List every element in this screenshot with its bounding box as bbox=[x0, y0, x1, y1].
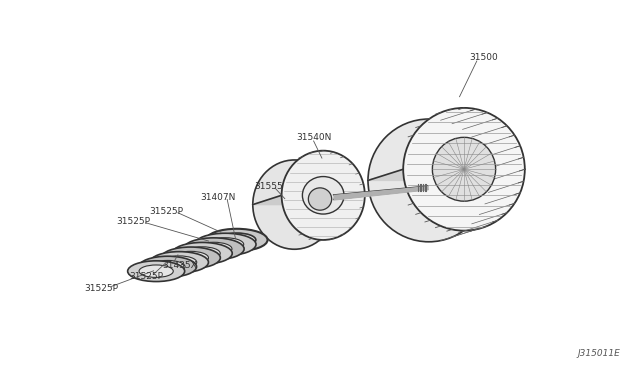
Ellipse shape bbox=[207, 238, 244, 251]
Ellipse shape bbox=[253, 160, 336, 249]
Text: 31525P: 31525P bbox=[129, 272, 163, 280]
Ellipse shape bbox=[139, 256, 196, 277]
Ellipse shape bbox=[282, 151, 365, 240]
Polygon shape bbox=[253, 195, 365, 205]
Text: J315011E: J315011E bbox=[578, 349, 621, 358]
Text: 31525P: 31525P bbox=[149, 207, 184, 216]
Text: 31525P: 31525P bbox=[116, 217, 150, 226]
Text: 31540N: 31540N bbox=[296, 133, 332, 142]
Ellipse shape bbox=[196, 242, 232, 256]
Ellipse shape bbox=[206, 229, 268, 251]
Ellipse shape bbox=[184, 238, 244, 260]
Ellipse shape bbox=[139, 265, 173, 278]
Ellipse shape bbox=[173, 251, 209, 264]
Ellipse shape bbox=[308, 188, 332, 210]
Ellipse shape bbox=[403, 108, 525, 231]
Ellipse shape bbox=[368, 119, 490, 242]
Ellipse shape bbox=[172, 243, 232, 264]
Ellipse shape bbox=[433, 137, 495, 201]
Ellipse shape bbox=[162, 256, 196, 269]
Ellipse shape bbox=[161, 247, 220, 269]
Text: 31525P: 31525P bbox=[84, 284, 118, 293]
Text: 31435X: 31435X bbox=[162, 262, 196, 270]
Text: 31407N: 31407N bbox=[200, 193, 236, 202]
Ellipse shape bbox=[302, 177, 344, 214]
Ellipse shape bbox=[150, 251, 209, 273]
Ellipse shape bbox=[150, 260, 185, 273]
Ellipse shape bbox=[127, 261, 185, 282]
Ellipse shape bbox=[184, 247, 220, 260]
Polygon shape bbox=[368, 169, 525, 180]
Text: 31500: 31500 bbox=[469, 53, 497, 62]
Text: 31555: 31555 bbox=[255, 182, 283, 190]
Ellipse shape bbox=[195, 233, 256, 256]
Ellipse shape bbox=[218, 233, 256, 247]
